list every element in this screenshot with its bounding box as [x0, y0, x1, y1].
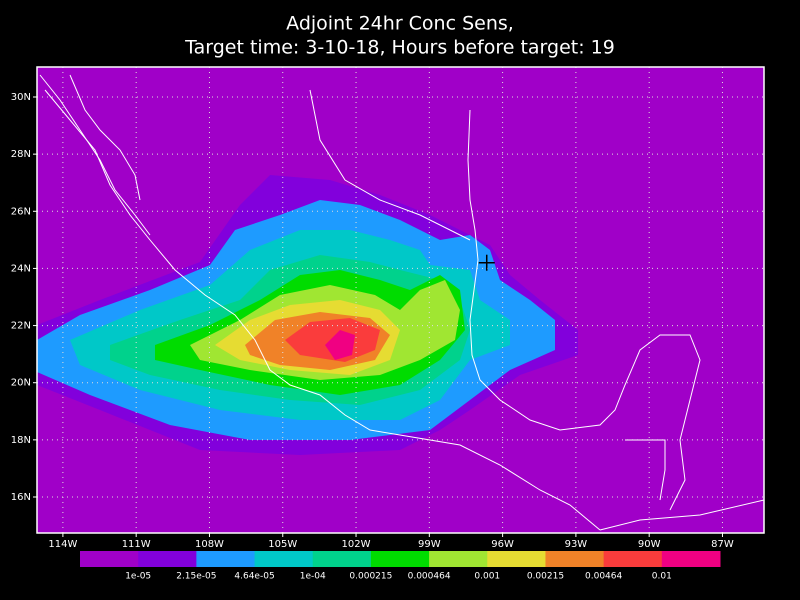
title-line: Target time: 3-10-18, Hours before targe…: [184, 37, 615, 59]
colorbar-box: [487, 551, 546, 567]
coastline: [309, 89, 471, 241]
colorbar-box: [545, 551, 605, 567]
coastlines: [39, 74, 764, 531]
x-tick-label: 102W: [342, 539, 371, 550]
colorbar-label: 1e-04: [300, 572, 326, 582]
colorbar-label: 0.001: [474, 572, 500, 582]
colorbar-label: 0.000464: [408, 572, 451, 582]
y-tick-label: 30N: [11, 92, 31, 103]
y-tick-label: 22N: [11, 321, 31, 332]
map-frame: [36, 66, 765, 534]
colorbar-label: 0.00215: [527, 572, 564, 582]
contour: [325, 330, 355, 360]
colorbar-box: [312, 551, 372, 567]
colorbar-label: 2.15e-05: [176, 572, 216, 582]
colorbar-box: [196, 551, 256, 567]
x-tick-label: 90W: [638, 539, 661, 550]
x-tick-label: 111W: [122, 539, 151, 550]
colorbar-label: 0.000215: [349, 572, 392, 582]
y-tick-label: 26N: [11, 206, 31, 217]
colorbar-box: [254, 551, 314, 567]
x-tick-label: 87W: [711, 539, 734, 550]
colorbar-label: 1e-05: [125, 572, 151, 582]
coastline: [44, 89, 601, 531]
colorbar-box: [80, 551, 139, 567]
colorbar: 1e-05 2.15e-05 4.64e-05 1e-04 0.000215 0.0004…: [80, 551, 721, 582]
target-marker: [478, 254, 495, 271]
coastline: [39, 74, 151, 236]
y-tick-label: 16N: [11, 492, 31, 503]
x-tick-label: 105W: [268, 539, 297, 550]
title-line: Adjoint 24hr Conc Sens,: [286, 13, 514, 35]
y-tick-label: 18N: [11, 435, 31, 446]
colorbar-label: 4.64e-05: [234, 572, 274, 582]
colorbar-label: 0.01: [652, 572, 672, 582]
map-area: [37, 67, 764, 533]
x-tick-label: 99W: [418, 539, 441, 550]
coastline: [467, 109, 701, 511]
colorbar-box: [603, 551, 663, 567]
x-tick-label: 114W: [48, 539, 77, 550]
y-tick-label: 24N: [11, 263, 31, 274]
x-tick-label: 96W: [491, 539, 514, 550]
colorbar-box: [138, 551, 197, 567]
coastline: [625, 439, 666, 501]
x-tick-label: 93W: [565, 539, 588, 550]
colorbar-box: [661, 551, 721, 567]
ticks: 114W 111W 108W 105W 102W 99W 96W 93W 90W 87W 16N 18…: [11, 92, 734, 550]
x-tick-label: 108W: [195, 539, 224, 550]
contours: [37, 175, 578, 455]
colorbar-label: 0.00464: [585, 572, 622, 582]
coastline: [69, 74, 141, 201]
y-tick-label: 28N: [11, 149, 31, 160]
coastline: [599, 499, 764, 531]
colorbar-box: [370, 551, 430, 567]
colorbar-box: [429, 551, 488, 567]
y-tick-label: 20N: [11, 378, 31, 389]
